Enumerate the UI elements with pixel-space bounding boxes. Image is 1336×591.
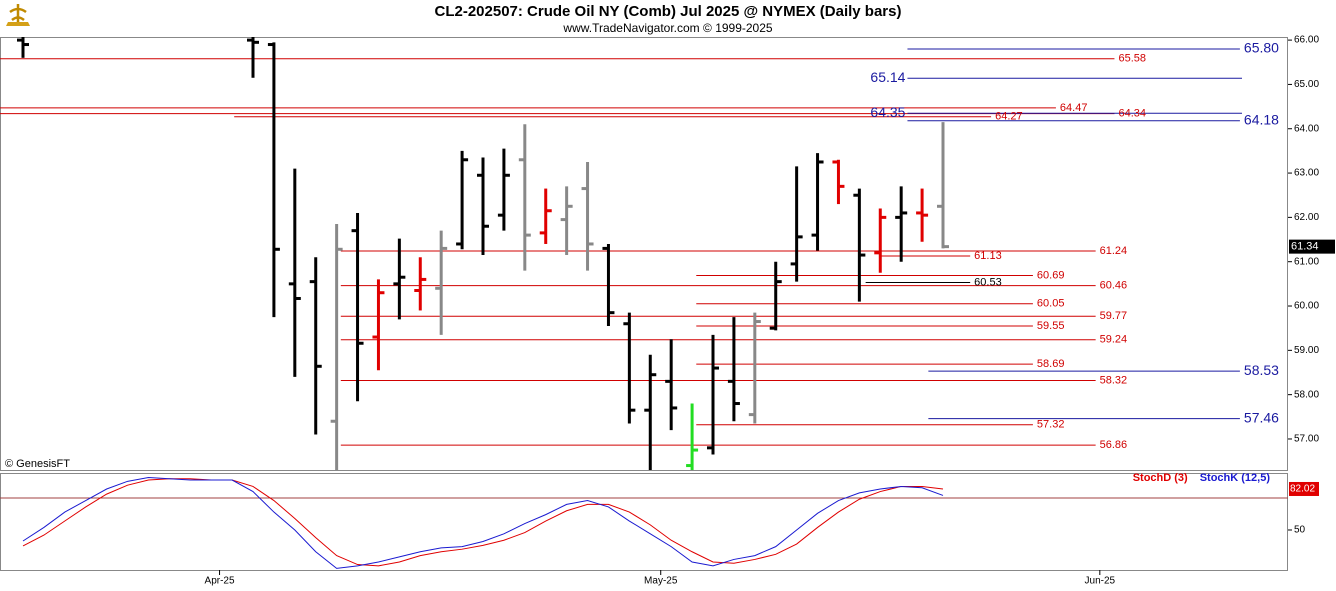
level-label: 60.53 <box>974 276 1002 288</box>
level-label: 59.55 <box>1037 320 1065 332</box>
level-label: 65.14 <box>870 69 905 85</box>
y-tick-label: 59.00 <box>1294 345 1319 356</box>
level-label: 64.47 <box>1060 102 1088 114</box>
level-label: 60.05 <box>1037 298 1065 310</box>
axes: 57.00 58.00 59.00 60.00 61.00 62.00 63.00 64.00… <box>205 35 1335 587</box>
stoch-line <box>22 476 944 569</box>
level-label: 64.34 <box>1118 108 1146 120</box>
y-tick-label: 57.00 <box>1294 434 1319 445</box>
level-label: 60.46 <box>1100 280 1128 292</box>
x-tick-label: May-25 <box>644 576 678 587</box>
level-label: 61.24 <box>1100 245 1128 257</box>
last-price-box <box>1289 239 1335 254</box>
level-label: 57.32 <box>1037 419 1065 431</box>
last-value-box <box>1289 481 1319 496</box>
watermark: © GenesisFT <box>5 458 70 470</box>
stoch-plot <box>0 476 1288 569</box>
level-label: 58.69 <box>1037 358 1065 370</box>
stoch-panel <box>0 473 1288 571</box>
y-tick-label: 50 <box>1294 525 1306 536</box>
legend-entry: StochK (12,5) <box>1200 472 1271 484</box>
y-tick-label: 60.00 <box>1294 301 1319 312</box>
y-tick-label: 66.00 <box>1294 35 1319 46</box>
y-tick-label: 58.00 <box>1294 389 1319 400</box>
level-label: 59.24 <box>1100 334 1128 346</box>
level-label: 61.13 <box>974 250 1002 262</box>
level-label: 59.77 <box>1100 310 1128 322</box>
y-tick-label: 61.00 <box>1294 256 1319 267</box>
price-plot <box>0 37 1242 470</box>
level-label: 56.86 <box>1100 439 1128 451</box>
level-label: 64.27 <box>995 111 1023 123</box>
level-label: 57.46 <box>1244 409 1279 425</box>
logo <box>6 4 30 26</box>
x-tick-label: Apr-25 <box>205 576 235 587</box>
price-panel <box>0 37 1288 471</box>
level-label: 60.69 <box>1037 269 1065 281</box>
y-tick-label: 62.00 <box>1294 212 1319 223</box>
level-label: 65.58 <box>1118 53 1146 65</box>
level-label: 58.32 <box>1100 374 1128 386</box>
last-value: 82.02 <box>1290 484 1315 495</box>
x-tick-label: Jun-25 <box>1085 576 1116 587</box>
y-tick-label: 65.00 <box>1294 79 1319 90</box>
y-tick-label: 63.00 <box>1294 168 1319 179</box>
level-label: 58.53 <box>1244 362 1279 378</box>
level-label: 64.35 <box>870 104 905 120</box>
chart-subtitle: www.TradeNavigator.com © 1999-2025 <box>562 21 772 35</box>
last-price: 61.34 <box>1291 241 1319 253</box>
y-tick-label: 64.00 <box>1294 123 1319 134</box>
chart-title: CL2-202507: Crude Oil NY (Comb) Jul 2025… <box>435 3 902 20</box>
level-label: 65.80 <box>1244 40 1279 56</box>
legend-entry: StochD (3) <box>1133 472 1188 484</box>
level-label: 64.18 <box>1244 111 1279 127</box>
